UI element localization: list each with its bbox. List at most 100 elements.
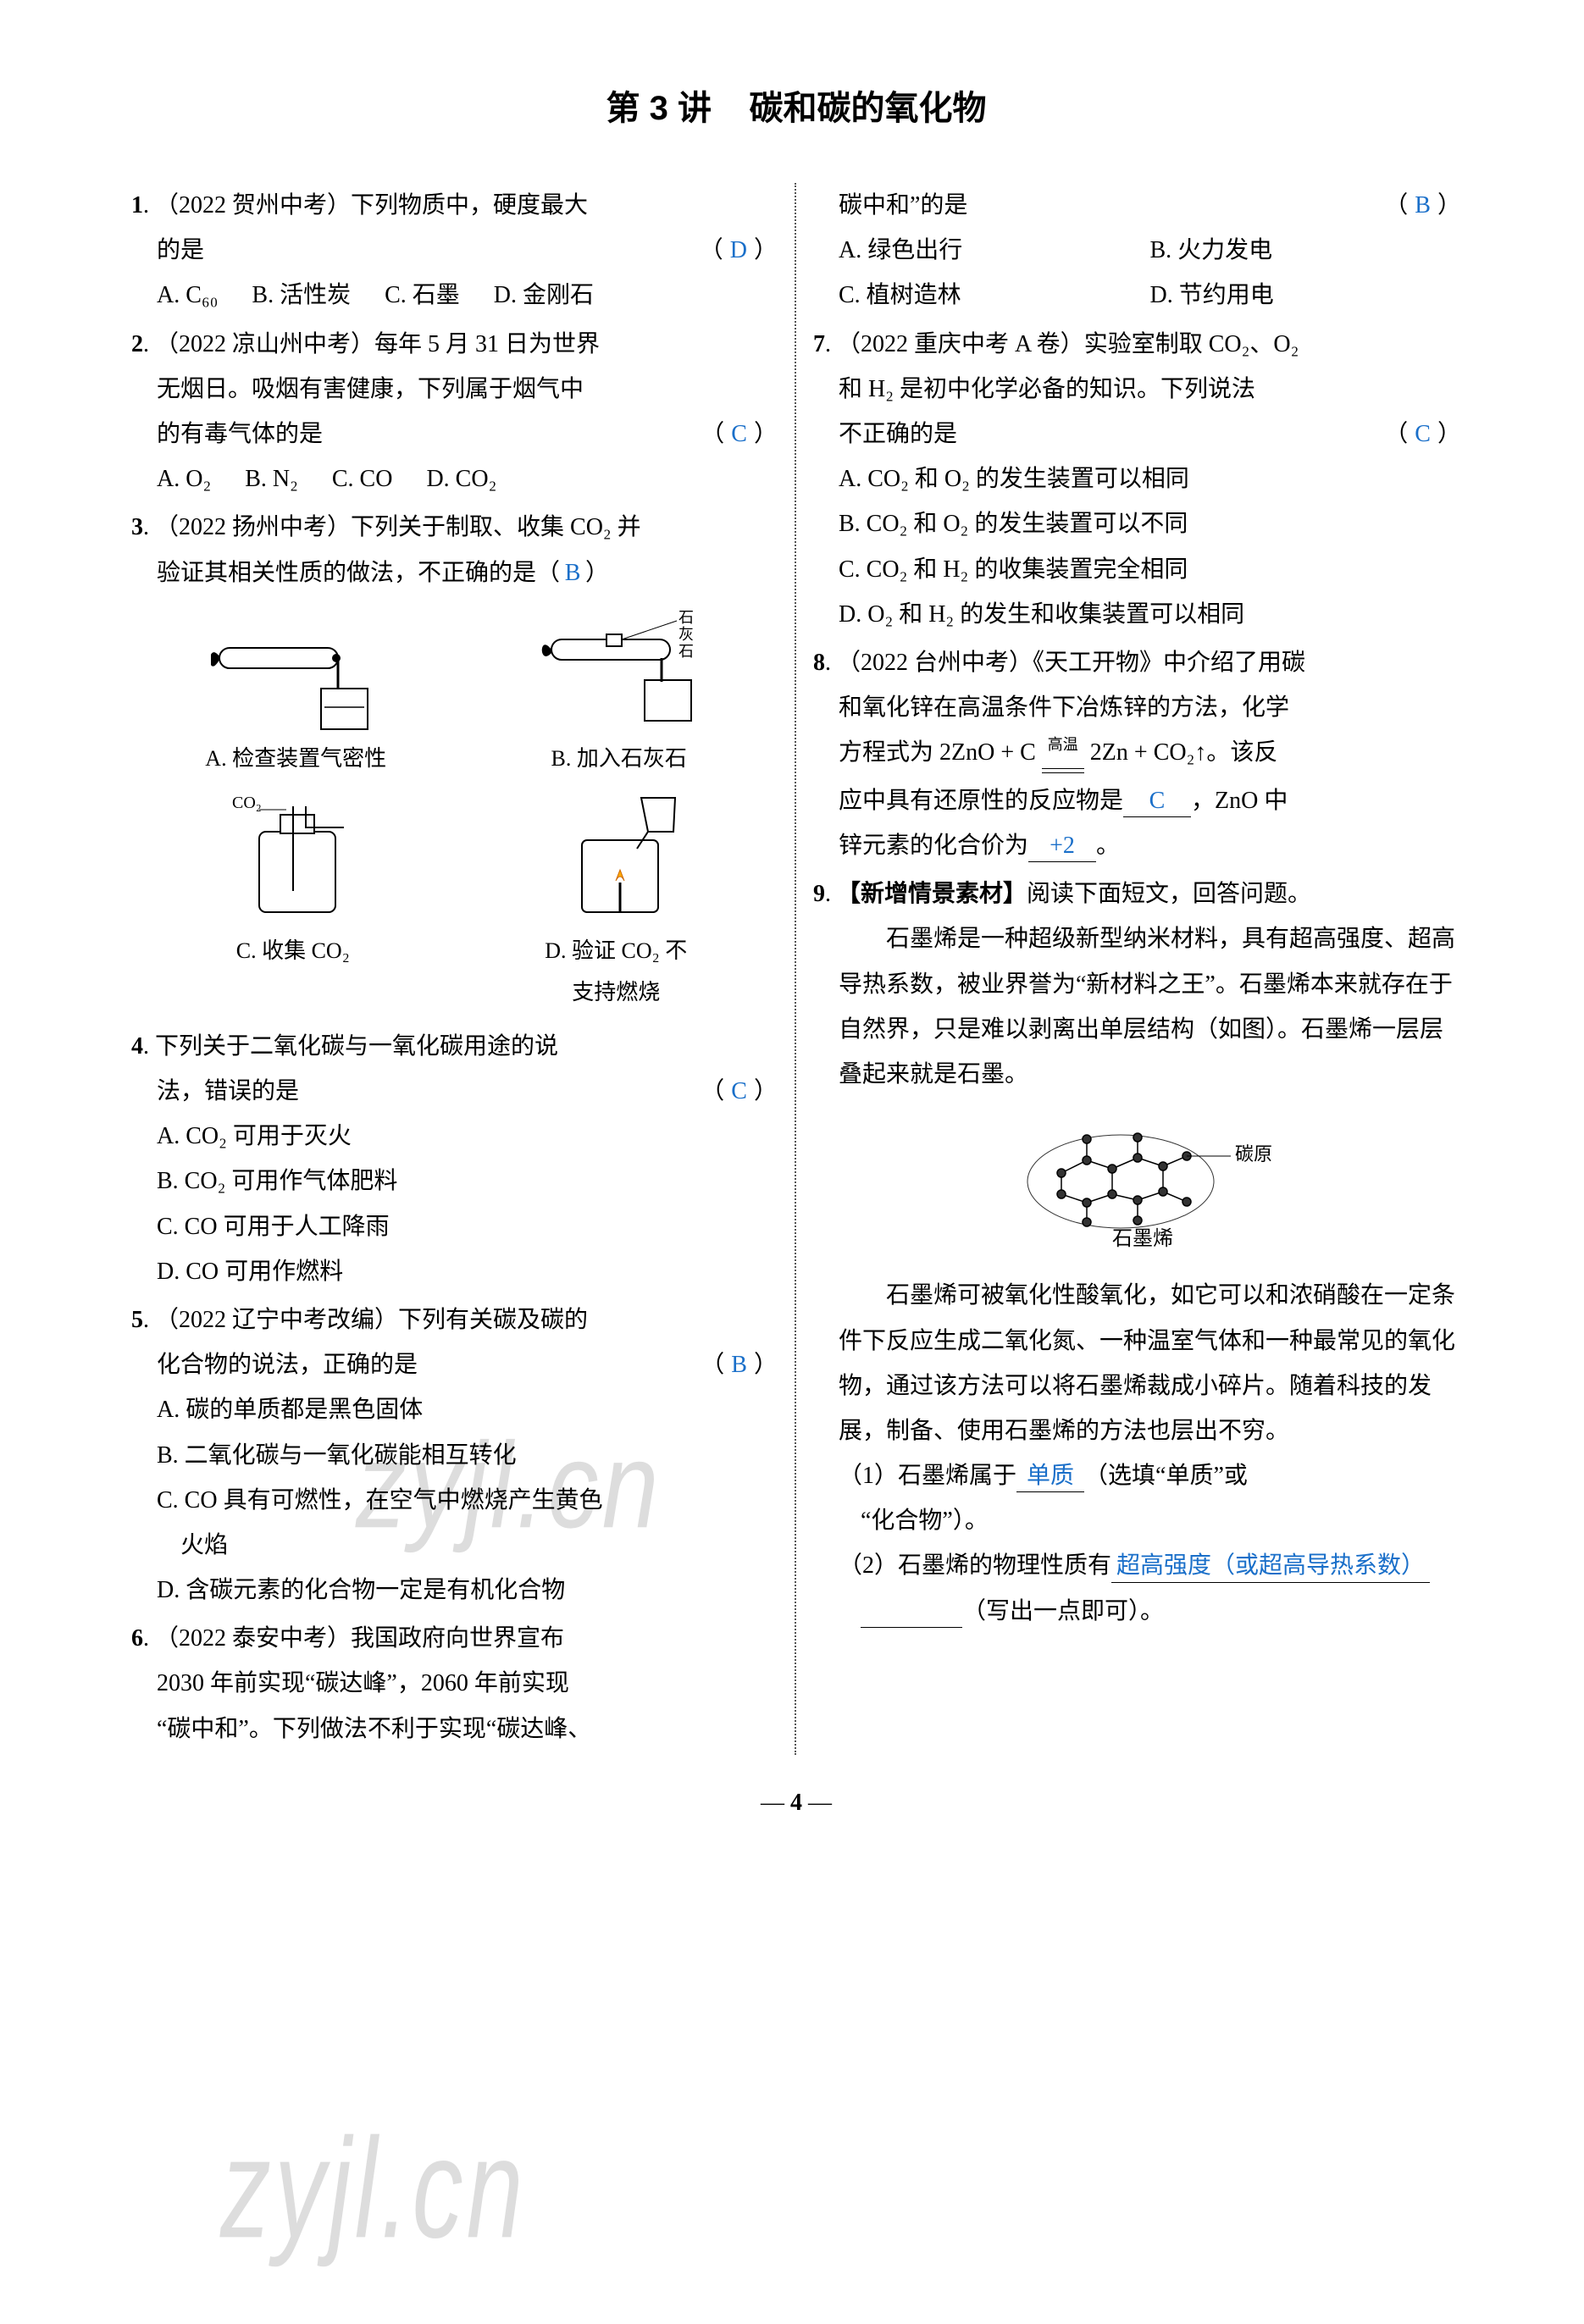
q3-stone-label: 石 <box>678 609 694 626</box>
q8-source: （2022 台州中考） <box>837 650 1033 676</box>
q7-stem-a: 实验室制取 CO₂、O₂ <box>1084 331 1299 357</box>
q9-atom-label: 碳原子 <box>1235 1143 1273 1165</box>
q6-stem-b: 2030 年前实现“碳达峰”，2060 年前实现 <box>131 1661 778 1706</box>
q9-s1-blank: 单质 <box>1016 1461 1084 1492</box>
page-title: 第 3 讲 碳和碳的氧化物 <box>119 76 1474 141</box>
q9-s2a: （2）石墨烯的物理性质有 <box>839 1552 1111 1579</box>
q4-opt-b: B. CO₂ 可用作气体肥料 <box>157 1159 778 1204</box>
q2-stem-c: 的有毒气体的是 <box>157 421 323 447</box>
q6-opt-c: C. 植树造林 <box>839 273 1150 318</box>
q9-passage-1: 石墨烯是一种超级新型纳米材料，具有超高强度、超高导热系数，被业界誉为“新材料之王… <box>813 916 1461 1097</box>
q3-cap-c: C. 收集 CO₂ <box>208 930 378 971</box>
q6-answer-paren: （B） <box>1384 183 1461 228</box>
q1-opt-b: B. 活性炭 <box>252 273 351 318</box>
eq-cond-label: 高温 <box>1048 736 1078 753</box>
q2-answer: C <box>731 421 747 447</box>
q8-stem-e2: 。 <box>1096 833 1120 859</box>
q6-opt-d: D. 节约用电 <box>1150 273 1462 318</box>
q1-num: 1 <box>131 192 143 219</box>
q5-answer: B <box>731 1352 747 1378</box>
q4-num: 4 <box>131 1033 143 1060</box>
q9-s2-blank: 超高强度（或超高导热系数） <box>1111 1551 1430 1582</box>
q4-stem-b: 法，错误的是 <box>157 1078 299 1104</box>
left-column: 1. （2022 贺州中考）下列物质中，硬度最大 的是 （D） A. C₆₀ B… <box>119 183 796 1755</box>
q7-source: （2022 重庆中考 A 卷） <box>837 331 1084 357</box>
q9-s1a: （1）石墨烯属于 <box>839 1463 1016 1489</box>
q6-num: 6 <box>131 1625 143 1652</box>
q2-opt-d: D. CO₂ <box>426 456 496 501</box>
q3-cap-d1: D. 验证 CO₂ 不 <box>531 930 701 971</box>
q6-opt-b: B. 火力发电 <box>1150 228 1462 273</box>
q7-answer: C <box>1415 421 1431 447</box>
q8-num: 8 <box>813 650 825 676</box>
q8-stem-e1: 锌元素的化合价为 <box>839 833 1028 859</box>
q7-stem-b: 和 H₂ 是初中化学必备的知识。下列说法 <box>813 367 1461 412</box>
question-6: 6. （2022 泰安中考）我国政府向世界宣布 2030 年前实现“碳达峰”，2… <box>131 1616 778 1751</box>
q7-opt-c: C. CO₂ 和 H₂ 的收集装置完全相同 <box>839 547 1461 592</box>
q1-answer: D <box>730 237 747 263</box>
question-8: 8. （2022 台州中考）《天工开物》中介绍了用碳 和氧化锌在高温条件下冶炼锌… <box>813 640 1461 868</box>
apparatus-d-icon <box>531 789 701 925</box>
q3-cap-b: B. 加入石灰石 <box>534 738 704 779</box>
watermark-2: zyjl.cn <box>220 2053 526 2323</box>
q6-opt-a: A. 绿色出行 <box>839 228 1150 273</box>
q9-figure: 碳原子 石墨烯 <box>813 1105 1461 1264</box>
q3-answer: B <box>560 551 585 595</box>
q8-stem-d1: 应中具有还原性的反应物是 <box>839 788 1123 814</box>
q1-answer-paren: （D） <box>700 228 778 273</box>
q8-stem-c1: 方程式为 2ZnO + C <box>839 739 1042 766</box>
q4-stem-a: 下列关于二氧化碳与一氧化碳用途的说 <box>155 1033 558 1060</box>
q3-cap-d2: 支持燃烧 <box>531 971 701 1013</box>
q5-source: （2022 辽宁中考改编） <box>155 1307 398 1333</box>
q2-stem-a: 每年 5 月 31 日为世界 <box>374 331 600 357</box>
q9-fig-caption: 石墨烯 <box>1112 1227 1173 1249</box>
q8-stem-d2: ，ZnO 中 <box>1191 788 1288 814</box>
graphene-icon: 碳原子 石墨烯 <box>1002 1105 1273 1249</box>
q3-source: （2022 扬州中考） <box>155 514 351 540</box>
equation-condition: 高温 <box>1042 731 1084 778</box>
q9-s1c: “化合物”）。 <box>813 1498 1461 1543</box>
title-section: 第 3 讲 <box>606 90 712 127</box>
q9-s2-blank-cont <box>861 1596 962 1628</box>
q5-num: 5 <box>131 1307 143 1333</box>
q3-fig-b: 石 灰 石 B. 加入石灰石 <box>534 606 704 779</box>
q4-answer: C <box>731 1078 747 1104</box>
q9-stem: 阅读下面短文，回答问题。 <box>1027 881 1311 907</box>
q9-passage-2: 石墨烯可被氧化性酸氧化，如它可以和浓硝酸在一定条件下反应生成二氧化氮、一种温室气… <box>813 1273 1461 1453</box>
q5-opt-a: A. 碳的单质都是黑色固体 <box>157 1387 778 1432</box>
question-5: 5. （2022 辽宁中考改编）下列有关碳及碳的 化合物的说法，正确的是 （B）… <box>131 1298 778 1613</box>
page-number-value: 4 <box>790 1790 802 1816</box>
q6-stem-a: 我国政府向世界宣布 <box>351 1625 564 1652</box>
q5-opt-c2: 火焰 <box>157 1523 778 1568</box>
q2-opt-a: A. O₂ <box>157 456 211 501</box>
question-4: 4. 下列关于二氧化碳与一氧化碳用途的说 法，错误的是 （C） A. CO₂ 可… <box>131 1024 778 1294</box>
q1-opt-d: D. 金刚石 <box>494 273 594 318</box>
q4-opt-d: D. CO 可用作燃料 <box>157 1249 778 1294</box>
q5-opt-d: D. 含碳元素的化合物一定是有机化合物 <box>157 1568 778 1613</box>
svg-text:灰: 灰 <box>678 626 694 643</box>
q6-stem-d: 碳中和”的是 <box>839 192 967 219</box>
q6-stem-c: “碳中和”。下列做法不利于实现“碳达峰、 <box>131 1707 778 1751</box>
q5-opt-c1: C. CO 具有可燃性，在空气中燃烧产生黄色 <box>157 1478 778 1523</box>
q9-s1b: （选填“单质”或 <box>1084 1463 1248 1489</box>
q9-sub1: （1）石墨烯属于单质（选填“单质”或 <box>813 1453 1461 1498</box>
question-2: 2. （2022 凉山州中考）每年 5 月 31 日为世界 无烟日。吸烟有害健康… <box>131 322 778 502</box>
q5-stem-b: 化合物的说法，正确的是 <box>157 1352 418 1378</box>
question-9: 9. 【新增情景素材】阅读下面短文，回答问题。 石墨烯是一种超级新型纳米材料，具… <box>813 872 1461 1634</box>
q1-stem-b: 的是 <box>157 237 204 263</box>
q8-stem-b: 和氧化锌在高温条件下冶炼锌的方法，化学 <box>813 685 1461 730</box>
q9-sub2: （2）石墨烯的物理性质有超高强度（或超高导热系数） <box>813 1543 1461 1588</box>
q6-answer: B <box>1415 192 1431 219</box>
q2-num: 2 <box>131 331 143 357</box>
q5-answer-paren: （B） <box>701 1342 778 1387</box>
q1-stem-a: 下列物质中，硬度最大 <box>351 192 588 219</box>
q1-opt-a: A. C₆₀ <box>157 273 218 318</box>
q4-opt-a: A. CO₂ 可用于灭火 <box>157 1114 778 1159</box>
q2-source: （2022 凉山州中考） <box>155 331 374 357</box>
q2-opt-c: C. CO <box>332 456 393 501</box>
q7-stem-c: 不正确的是 <box>839 421 957 447</box>
apparatus-b-icon: 石 灰 石 <box>534 606 704 733</box>
q3-stem-a: 下列关于制取、收集 CO₂ 并 <box>351 514 641 540</box>
q3-co2-label: CO₂ <box>232 794 262 812</box>
q1-source: （2022 贺州中考） <box>155 192 351 219</box>
